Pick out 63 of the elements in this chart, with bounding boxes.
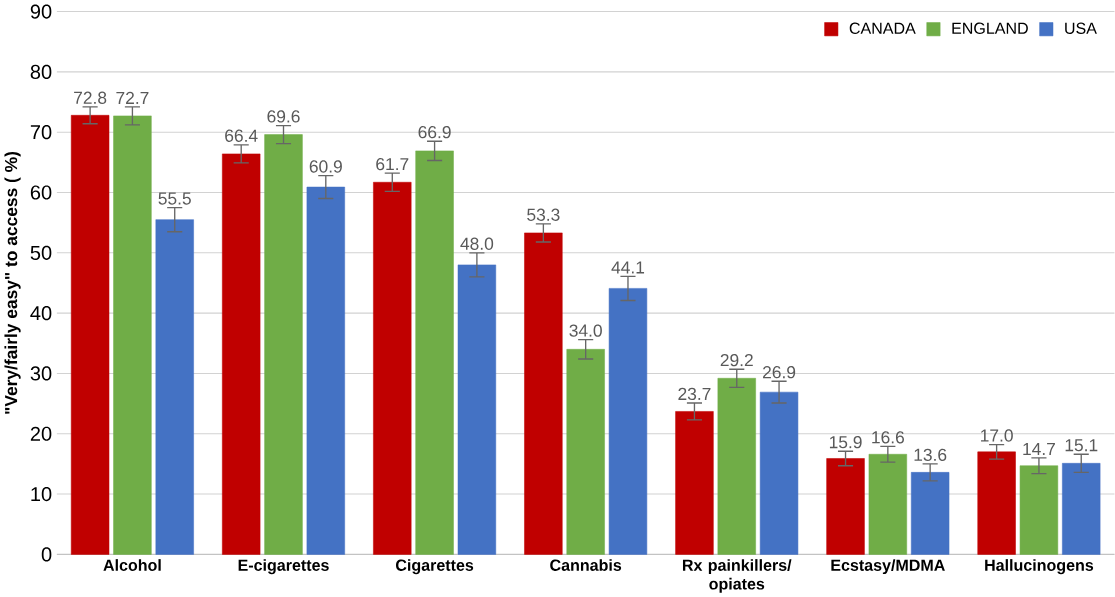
- bar: [524, 232, 563, 555]
- bar: [717, 377, 756, 555]
- bar: [759, 391, 799, 555]
- bar: [608, 288, 648, 555]
- x-tick-label: Cannabis: [550, 559, 622, 571]
- y-tick-label: 20: [30, 426, 52, 441]
- x-tick-label: E-cigarettes: [238, 559, 329, 575]
- data-label: 60.9: [309, 160, 342, 173]
- bar: [113, 115, 152, 555]
- data-label: 53.3: [527, 208, 560, 221]
- data-label: 26.9: [763, 365, 796, 379]
- data-label: 72.8: [74, 91, 107, 104]
- data-label: 72.7: [116, 91, 149, 104]
- bar: [415, 150, 454, 555]
- y-tick-label: 40: [30, 305, 52, 321]
- data-label: 29.2: [720, 353, 753, 367]
- bar: [910, 471, 950, 555]
- bar: [70, 114, 110, 555]
- bar: [566, 348, 605, 555]
- y-tick-label: 30: [30, 366, 52, 381]
- data-label: 16.6: [872, 431, 904, 444]
- x-tick-label: Rx painkillers/ opiates: [682, 559, 792, 593]
- y-tick-label: 0: [41, 547, 52, 562]
- y-tick-label: 80: [30, 64, 52, 79]
- y-tick-label: 60: [30, 185, 52, 200]
- data-label: 23.7: [678, 387, 711, 400]
- data-label: 61.7: [376, 157, 409, 171]
- x-tick-label: Alcohol: [103, 559, 161, 571]
- bar: [222, 153, 261, 555]
- bar: [826, 458, 865, 555]
- x-tick-label: Ecstasy/MDMA: [831, 559, 945, 574]
- bar: [675, 411, 714, 555]
- bar: [1062, 462, 1101, 555]
- data-label: 48.0: [460, 237, 494, 250]
- y-axis-title: "Very/fairly easy" to access ( %): [4, 151, 21, 414]
- legend-label: USA: [1065, 22, 1097, 34]
- bar: [306, 186, 345, 555]
- y-tick-label: 10: [31, 486, 52, 502]
- bar: [264, 134, 303, 555]
- bar: [1019, 465, 1059, 555]
- data-label: 55.5: [158, 192, 191, 205]
- y-tick-label: 50: [30, 245, 52, 260]
- y-tick-label: 90: [30, 4, 52, 19]
- bar: [868, 453, 907, 555]
- data-label: 15.1: [1065, 439, 1098, 452]
- x-tick-label: Cigarettes: [396, 559, 474, 575]
- bar: [457, 264, 497, 555]
- data-label: 15.9: [829, 435, 862, 449]
- legend-label: CANADA: [849, 22, 916, 34]
- bar: [977, 451, 1016, 555]
- data-label: 69.6: [267, 110, 300, 123]
- data-label: 17.0: [981, 429, 1013, 442]
- bar: [373, 181, 412, 555]
- legend-label: ENGLAND: [952, 22, 1028, 34]
- x-tick-label: Hallucinogens: [985, 559, 1094, 575]
- y-tick-label: 70: [30, 124, 52, 140]
- data-label: 14.7: [1023, 442, 1055, 455]
- bar: [155, 219, 194, 555]
- data-label: 13.6: [914, 448, 947, 461]
- data-label: 66.4: [225, 129, 258, 142]
- data-label: 66.9: [418, 125, 451, 139]
- data-label: 34.0: [569, 324, 602, 337]
- data-label: 44.1: [611, 261, 645, 274]
